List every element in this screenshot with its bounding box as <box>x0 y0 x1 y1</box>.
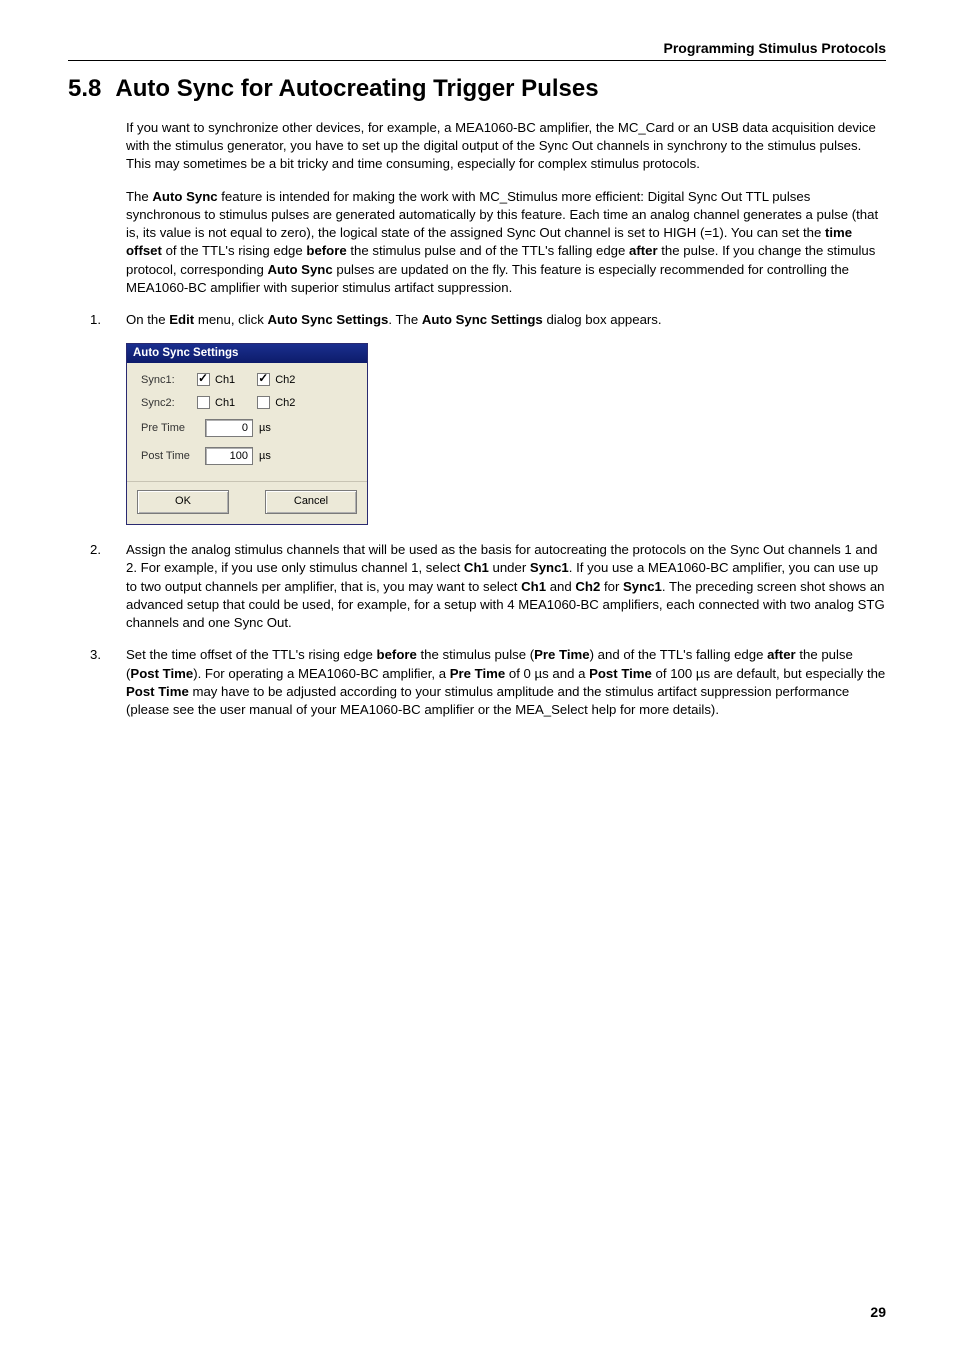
text: may have to be adjusted according to you… <box>126 684 849 717</box>
text: of the TTL's rising edge <box>162 243 306 258</box>
page: Programming Stimulus Protocols 5.8 Auto S… <box>0 0 954 1350</box>
text: feature is intended for making the work … <box>126 189 878 240</box>
text: the stimulus pulse ( <box>417 647 534 662</box>
sync2-ch2-checkbox[interactable] <box>257 396 270 409</box>
text: ). For operating a MEA1060-BC amplifier,… <box>193 666 450 681</box>
page-number: 29 <box>870 1304 886 1320</box>
bold-term: Ch1 <box>464 560 489 575</box>
sync2-ch1-checkbox[interactable] <box>197 396 210 409</box>
text: dialog box appears. <box>543 312 662 327</box>
dialog-body: Sync1: Ch1 Ch2 Sync2: Ch1 Ch2 <box>127 363 367 481</box>
checkbox-label: Ch1 <box>215 397 235 409</box>
step-number: 3. <box>90 646 101 664</box>
auto-sync-settings-dialog: Auto Sync Settings Sync1: Ch1 Ch2 Sync2:… <box>126 343 368 525</box>
bold-term: Ch1 <box>521 579 546 594</box>
bold-term: Edit <box>169 312 194 327</box>
dialog-titlebar: Auto Sync Settings <box>127 344 367 363</box>
text: for <box>600 579 623 594</box>
text: menu, click <box>194 312 267 327</box>
running-head: Programming Stimulus Protocols <box>68 40 886 61</box>
step-1: 1. On the Edit menu, click Auto Sync Set… <box>68 311 886 329</box>
sync1-ch2-checkbox[interactable] <box>257 373 270 386</box>
bold-term: Sync1 <box>623 579 662 594</box>
checkbox-label: Ch2 <box>275 374 295 386</box>
bold-term: Post Time <box>589 666 652 681</box>
bold-term: Auto Sync <box>267 262 332 277</box>
sync1-ch1-checkbox[interactable] <box>197 373 210 386</box>
cancel-button[interactable]: Cancel <box>265 490 357 514</box>
checkbox-label: Ch1 <box>215 374 235 386</box>
bold-term: Sync1 <box>530 560 569 575</box>
dialog-button-row: OK Cancel <box>127 481 367 524</box>
step-3: 3. Set the time offset of the TTL's risi… <box>68 646 886 719</box>
step-list-2: 2. Assign the analog stimulus channels t… <box>68 541 886 719</box>
bold-term: Pre Time <box>450 666 505 681</box>
sync2-row: Sync2: Ch1 Ch2 <box>141 396 357 409</box>
text: the stimulus pulse and of the TTL's fall… <box>347 243 629 258</box>
bold-term: after <box>767 647 796 662</box>
sync1-ch2-checkbox-wrap: Ch2 <box>257 373 295 386</box>
step-list: 1. On the Edit menu, click Auto Sync Set… <box>68 311 886 329</box>
bold-term: Auto Sync Settings <box>267 312 388 327</box>
unit-label: µs <box>259 450 271 462</box>
pre-time-label: Pre Time <box>141 422 203 434</box>
text: . The <box>388 312 421 327</box>
unit-label: µs <box>259 422 271 434</box>
text: of 100 µs are default, but especially th… <box>652 666 885 681</box>
bold-term: Post Time <box>130 666 193 681</box>
text: Set the time offset of the TTL's rising … <box>126 647 377 662</box>
sync1-ch1-checkbox-wrap: Ch1 <box>197 373 235 386</box>
bold-term: Auto Sync Settings <box>422 312 543 327</box>
text: of 0 µs and a <box>505 666 589 681</box>
text: under <box>489 560 530 575</box>
post-time-row: Post Time 100 µs <box>141 447 357 465</box>
pre-time-input[interactable]: 0 <box>205 419 253 437</box>
paragraph-2: The Auto Sync feature is intended for ma… <box>126 188 886 297</box>
checkbox-label: Ch2 <box>275 397 295 409</box>
sync1-row: Sync1: Ch1 Ch2 <box>141 373 357 386</box>
pre-time-row: Pre Time 0 µs <box>141 419 357 437</box>
step-number: 2. <box>90 541 101 559</box>
sync2-ch2-checkbox-wrap: Ch2 <box>257 396 295 409</box>
bold-term: Auto Sync <box>152 189 217 204</box>
step-number: 1. <box>90 311 101 329</box>
bold-term: Pre Time <box>534 647 589 662</box>
text: and <box>546 579 575 594</box>
section-number: 5.8 <box>68 75 101 103</box>
post-time-label: Post Time <box>141 450 203 462</box>
bold-term: Ch2 <box>575 579 600 594</box>
section-heading: 5.8 Auto Sync for Autocreating Trigger Pu… <box>68 75 886 103</box>
sync1-label: Sync1: <box>141 374 197 386</box>
step-2: 2. Assign the analog stimulus channels t… <box>68 541 886 632</box>
section-title: Auto Sync for Autocreating Trigger Pulse… <box>115 75 598 102</box>
sync2-ch1-checkbox-wrap: Ch1 <box>197 396 235 409</box>
bold-term: after <box>629 243 658 258</box>
bold-term: before <box>377 647 417 662</box>
post-time-input[interactable]: 100 <box>205 447 253 465</box>
bold-term: Post Time <box>126 684 189 699</box>
bold-term: before <box>306 243 346 258</box>
text: On the <box>126 312 169 327</box>
ok-button[interactable]: OK <box>137 490 229 514</box>
text: The <box>126 189 152 204</box>
paragraph-1: If you want to synchronize other devices… <box>126 119 886 174</box>
text: ) and of the TTL's falling edge <box>590 647 767 662</box>
sync2-label: Sync2: <box>141 397 197 409</box>
